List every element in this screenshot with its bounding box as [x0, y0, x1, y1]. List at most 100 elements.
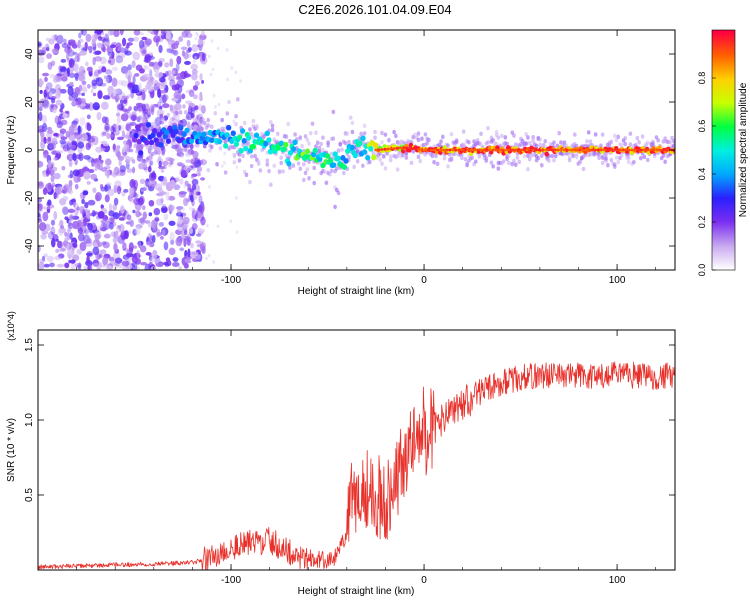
heatmap-cell: [505, 141, 509, 147]
colorbar-swatch: [712, 86, 735, 89]
heatmap-cell: [524, 141, 528, 146]
heatmap-cell: [663, 136, 667, 141]
heatmap-cell: [183, 52, 189, 60]
colorbar-swatch: [712, 92, 735, 95]
heatmap-cell: [286, 160, 292, 167]
heatmap-cell: [283, 141, 289, 148]
heatmap-cell: [418, 158, 423, 164]
heatmap-cell: [628, 131, 633, 136]
colorbar-swatch: [712, 50, 735, 53]
heatmap-cell: [556, 148, 560, 152]
heatmap-cell: [373, 129, 377, 135]
colorbar-swatch: [712, 120, 735, 123]
heatmap-cell: [188, 191, 192, 196]
colorbar-swatch: [712, 222, 735, 225]
colorbar-swatch: [712, 42, 735, 45]
colorbar-swatch: [712, 40, 735, 43]
colorbar-swatch: [712, 262, 735, 265]
heatmap-cell: [440, 134, 445, 140]
heatmap-cell: [540, 153, 544, 158]
heatmap-cell: [230, 66, 234, 70]
colorbar-swatch: [712, 172, 735, 175]
colorbar-swatch: [712, 168, 735, 171]
heatmap-cell: [553, 148, 557, 152]
heatmap-cell: [126, 168, 133, 173]
heatmap-cell: [106, 132, 111, 140]
heatmap-cell: [81, 92, 85, 97]
heatmap-cell: [49, 74, 56, 78]
heatmap-cell: [194, 157, 198, 162]
heatmap-cell: [368, 146, 374, 152]
heatmap-cell: [198, 204, 203, 213]
heatmap-cell: [517, 159, 522, 165]
heatmap-cell: [409, 160, 414, 166]
colorbar-swatch: [712, 206, 735, 209]
heatmap-cell: [115, 55, 124, 64]
heatmap-cell: [145, 121, 152, 128]
heatmap-cell: [42, 98, 49, 108]
heatmap-cell: [389, 147, 393, 151]
heatmap-cell: [198, 203, 205, 214]
heatmap-cell: [494, 148, 498, 152]
heatmap-cell: [513, 148, 517, 152]
heatmap-cell: [240, 128, 246, 134]
heatmap-cell: [599, 148, 603, 152]
colorbar-swatch: [712, 156, 735, 159]
colorbar-swatch: [712, 102, 735, 105]
heatmap-cell: [627, 148, 631, 152]
heatmap-cell: [235, 165, 239, 169]
colorbar-swatch: [712, 218, 735, 221]
heatmap-cell: [392, 129, 396, 135]
colorbar-swatch: [712, 248, 735, 251]
heatmap-cell: [457, 148, 461, 152]
heatmap-cell: [192, 167, 196, 172]
heatmap-cell: [381, 154, 386, 159]
heatmap-cell: [128, 106, 132, 111]
heatmap-cell: [73, 174, 81, 183]
heatmap-cell: [121, 37, 127, 47]
heatmap-cell: [96, 160, 103, 171]
heatmap-cell: [234, 70, 238, 75]
heatmap-cell: [112, 66, 118, 71]
heatmap-cell: [68, 189, 74, 195]
heatmap-cell: [135, 225, 141, 236]
heatmap-cell: [144, 54, 151, 63]
heatmap-cell: [130, 114, 137, 122]
heatmap-cell: [101, 220, 105, 230]
heatmap-cell: [265, 158, 270, 163]
colorbar-swatch: [712, 48, 735, 51]
heatmap-cell: [649, 148, 653, 152]
heatmap-cell: [432, 148, 437, 152]
heatmap-cell: [150, 106, 155, 116]
heatmap-cell: [106, 74, 113, 84]
heatmap-cell: [621, 148, 625, 152]
heatmap-cell: [90, 173, 98, 180]
heatmap-cell: [57, 228, 64, 236]
heatmap-cell: [153, 61, 160, 66]
heatmap-cell: [448, 148, 452, 152]
heatmap-cell: [328, 172, 332, 177]
heatmap-cell: [77, 125, 83, 135]
heatmap-cell: [143, 114, 148, 119]
heatmap-cell: [220, 164, 224, 168]
heatmap-cell: [292, 139, 298, 146]
heatmap-cell: [191, 178, 199, 186]
heatmap-cell: [196, 119, 200, 124]
heatmap-cell: [209, 137, 215, 144]
heatmap-cell: [41, 46, 47, 56]
heatmap-cell: [79, 116, 86, 126]
heatmap-cell: [312, 147, 318, 154]
heatmap-cell: [522, 148, 526, 152]
heatmap-cell: [196, 114, 200, 120]
heatmap-cell: [322, 169, 327, 174]
colorbar-swatch: [712, 238, 735, 241]
heatmap-cell: [270, 123, 275, 129]
heatmap-cell: [38, 56, 45, 64]
heatmap-cell: [265, 162, 270, 167]
heatmap-cell: [416, 154, 421, 160]
heatmap-cell: [209, 72, 213, 77]
heatmap-cell: [446, 164, 450, 169]
heatmap-cell: [135, 149, 139, 154]
heatmap-cell: [74, 132, 83, 140]
heatmap-cell: [516, 148, 520, 152]
